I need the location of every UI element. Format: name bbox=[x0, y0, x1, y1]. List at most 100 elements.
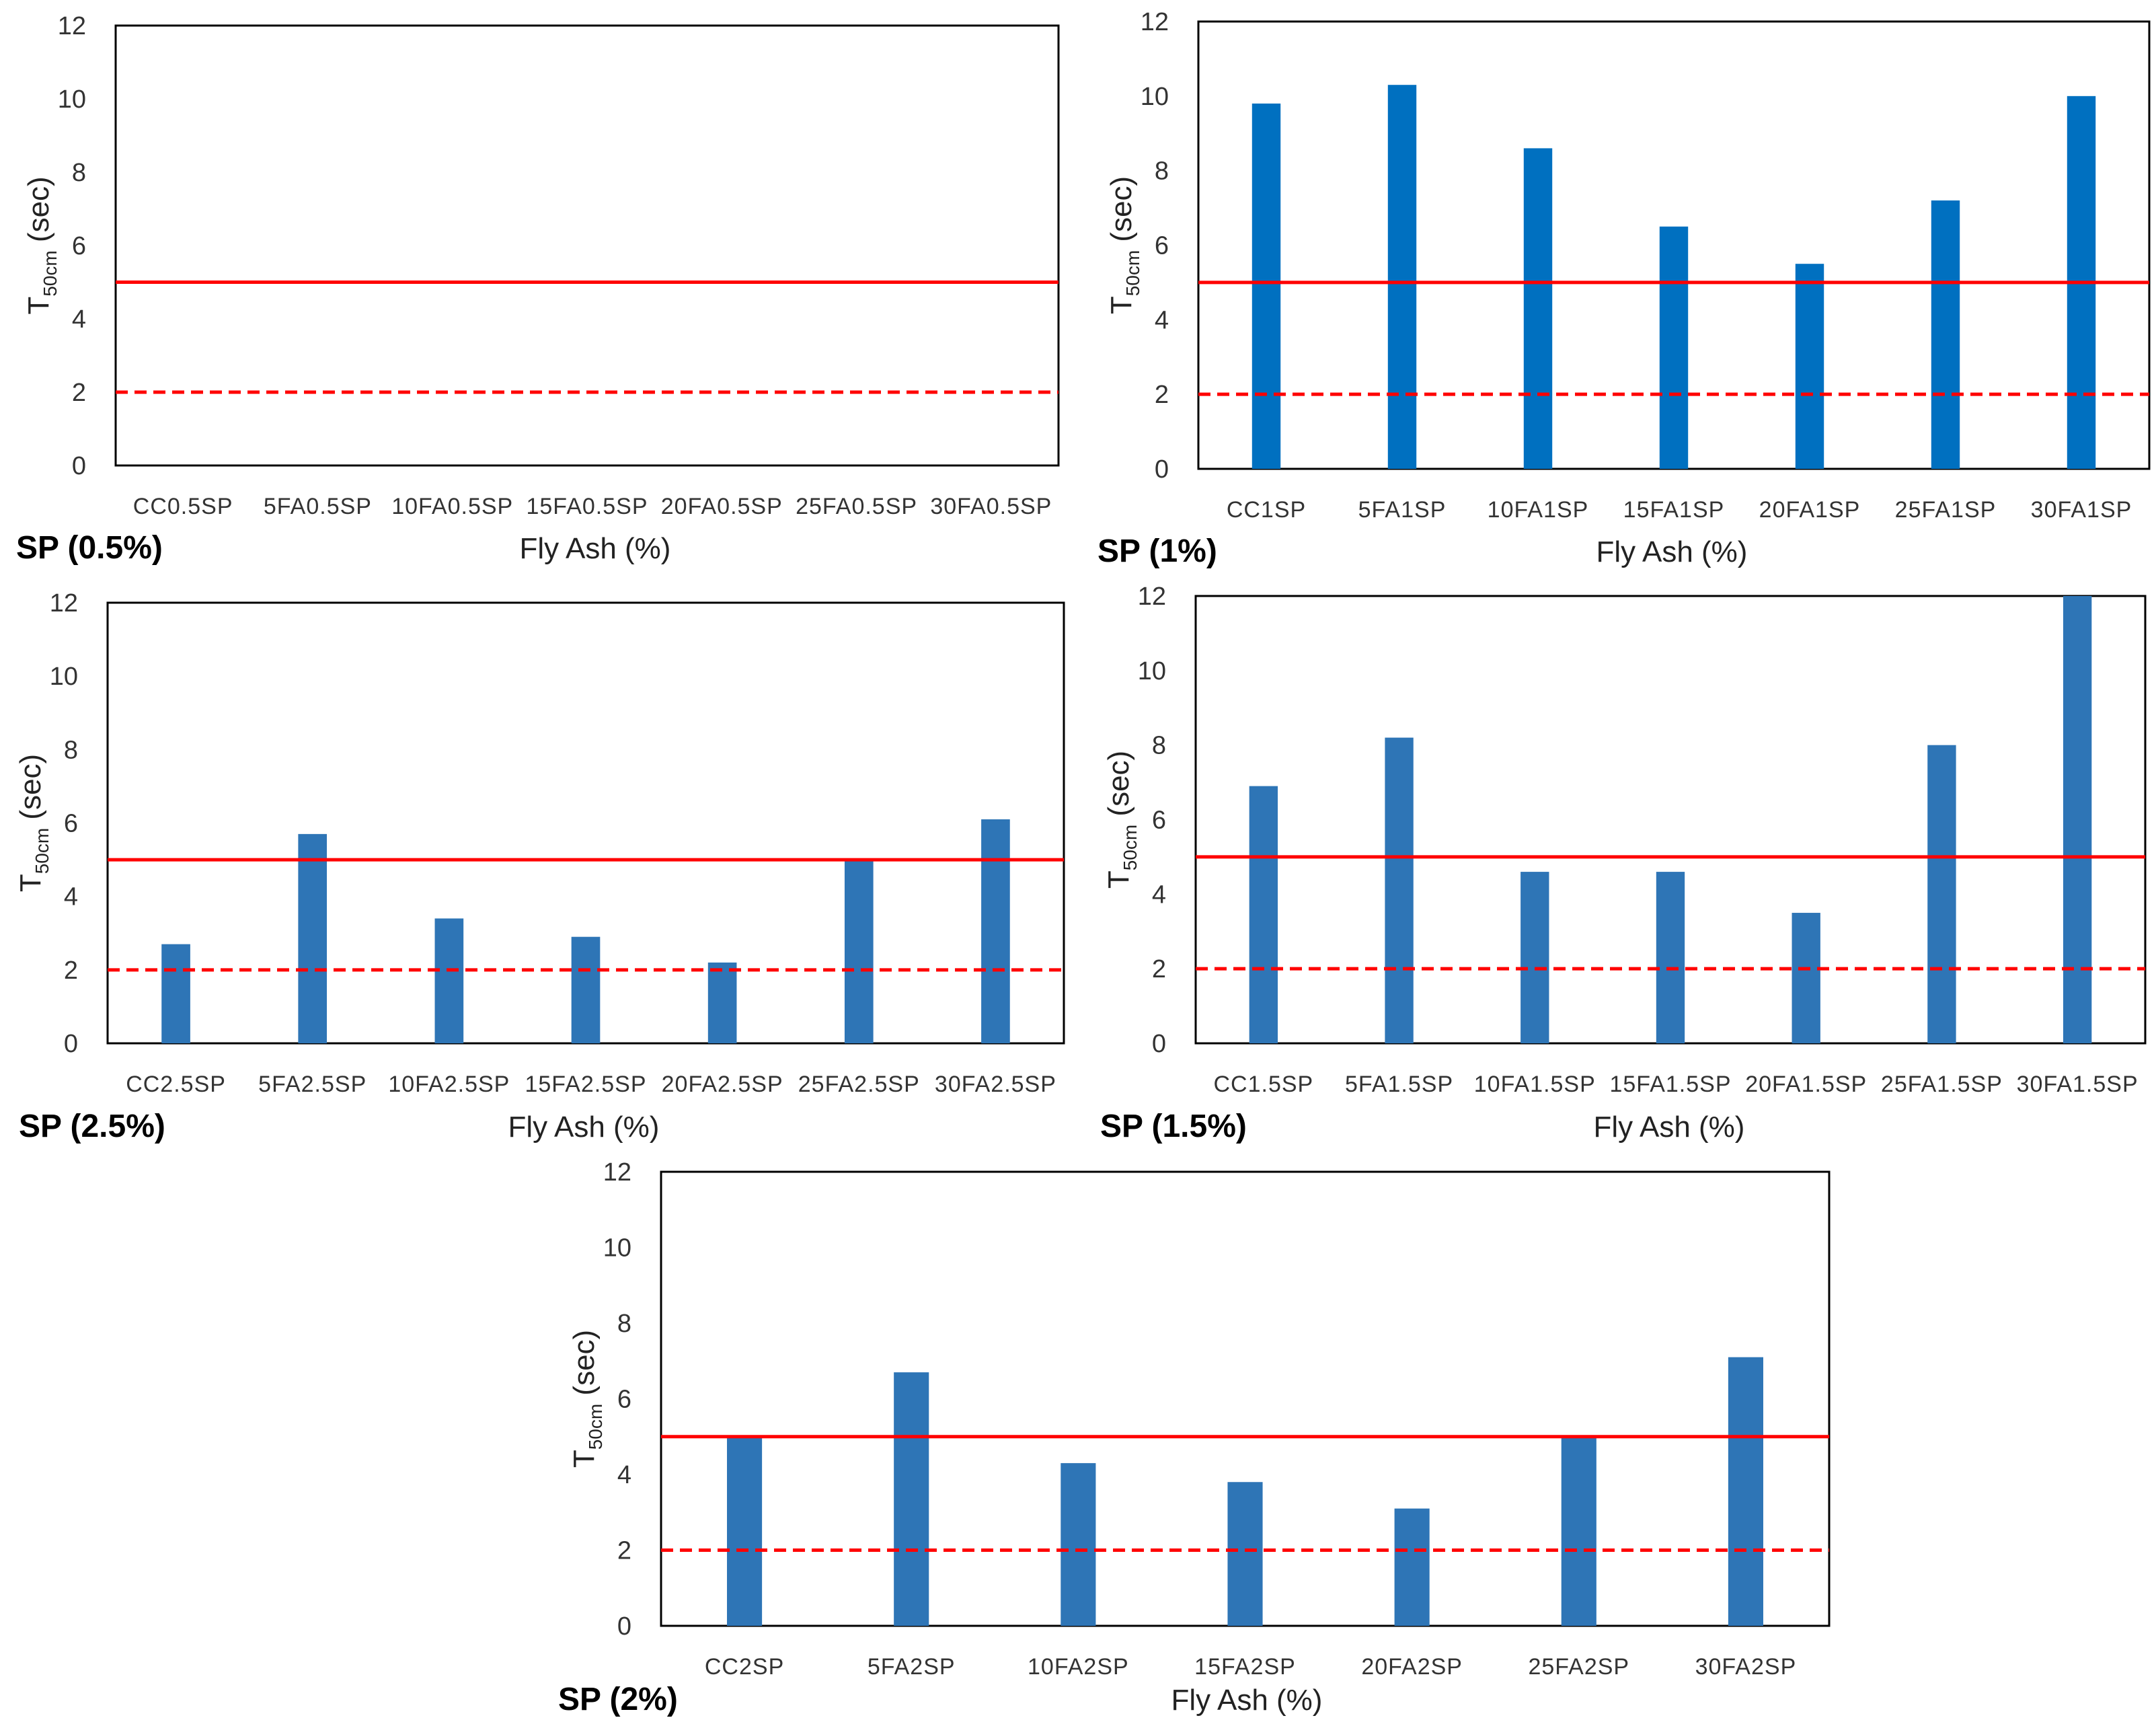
y-tick-label: 4 bbox=[72, 305, 86, 334]
x-tick-label: 15FA2.5SP bbox=[525, 1072, 646, 1097]
y-axis-title: T50cm (sec) bbox=[22, 176, 61, 314]
y-tick-label: 6 bbox=[1155, 232, 1169, 260]
y-tick-label: 6 bbox=[64, 810, 78, 838]
x-tick-label: 5FA1SP bbox=[1358, 497, 1447, 523]
bar-CC2SP bbox=[727, 1436, 763, 1626]
x-axis-title: Fly Ash (%) bbox=[1596, 535, 1748, 568]
y-tick-label: 12 bbox=[58, 12, 86, 40]
y-axis-title-main: T bbox=[1105, 296, 1138, 314]
x-tick-label: 5FA0.5SP bbox=[264, 494, 372, 519]
y-tick-label: 4 bbox=[617, 1461, 631, 1489]
y-tick-label: 4 bbox=[1152, 881, 1166, 909]
y-tick-label: 0 bbox=[617, 1612, 631, 1641]
y-axis-title-main: T bbox=[568, 1450, 601, 1468]
bar-25FA2.5SP bbox=[844, 860, 874, 1043]
y-tick-label: 0 bbox=[1155, 455, 1169, 484]
x-tick-label: CC2SP bbox=[705, 1654, 784, 1680]
x-tick-label: CC0.5SP bbox=[133, 494, 233, 519]
bar-15FA1SP bbox=[1659, 226, 1689, 469]
x-tick-label: 20FA1SP bbox=[1759, 497, 1861, 523]
panel-label: SP (2%) bbox=[558, 1682, 678, 1717]
y-axis-title-unit: (sec) bbox=[22, 176, 55, 250]
bar-10FA1SP bbox=[1523, 148, 1553, 469]
x-tick-label: 25FA2.5SP bbox=[798, 1072, 920, 1097]
bar-5FA1SP bbox=[1387, 85, 1417, 470]
x-tick-label: 15FA0.5SP bbox=[526, 494, 648, 519]
y-tick-label: 4 bbox=[64, 883, 78, 911]
y-tick-label: 2 bbox=[64, 957, 78, 985]
y-tick-label: 8 bbox=[72, 159, 86, 187]
panel-label: SP (0.5%) bbox=[16, 530, 163, 566]
x-axis-title: Fly Ash (%) bbox=[1171, 1684, 1323, 1717]
x-tick-label: 10FA2SP bbox=[1028, 1654, 1129, 1680]
y-axis-title: T50cm (sec) bbox=[14, 754, 52, 892]
bar-CC1.5SP bbox=[1249, 786, 1278, 1043]
y-tick-label: 10 bbox=[50, 663, 78, 691]
y-tick-label: 6 bbox=[72, 232, 86, 260]
y-tick-label: 8 bbox=[1155, 157, 1169, 186]
y-tick-label: 12 bbox=[603, 1158, 631, 1187]
bar-25FA2SP bbox=[1561, 1436, 1596, 1626]
x-tick-label: CC1SP bbox=[1227, 497, 1306, 523]
bar-5FA2.5SP bbox=[298, 833, 328, 1043]
y-tick-label: 12 bbox=[1141, 8, 1169, 36]
y-tick-label: 0 bbox=[72, 452, 86, 480]
y-tick-label: 6 bbox=[617, 1386, 631, 1414]
y-axis-title-sub: 50cm bbox=[1120, 825, 1141, 870]
x-tick-label: 30FA2SP bbox=[1695, 1654, 1797, 1680]
y-tick-label: 10 bbox=[603, 1234, 631, 1263]
y-tick-label: 8 bbox=[64, 736, 78, 764]
bar-20FA2SP bbox=[1394, 1508, 1430, 1626]
bar-15FA2.5SP bbox=[571, 936, 601, 1043]
bar-10FA2SP bbox=[1061, 1463, 1096, 1626]
panel-label: SP (1%) bbox=[1098, 533, 1217, 569]
chart-panel-5: 0 2 4 6 8 10 12 CC2SP 5FA2SP 10FA2SP 15FA2SP 20FA2S… bbox=[558, 1158, 1831, 1717]
y-tick-label: 2 bbox=[72, 379, 86, 407]
bar-CC1SP bbox=[1252, 103, 1281, 469]
chart-panel-3: 0 2 4 6 8 10 12 CC2.5SP 5FA2.5SP 10FA2.5SP 15FA2.5… bbox=[14, 589, 1065, 1144]
bar-10FA2.5SP bbox=[434, 918, 464, 1043]
bar-30FA2SP bbox=[1728, 1357, 1763, 1626]
bar-30FA2.5SP bbox=[981, 819, 1010, 1043]
y-tick-label: 10 bbox=[1138, 657, 1166, 685]
x-tick-label: 10FA0.5SP bbox=[391, 494, 513, 519]
x-tick-label: 30FA2.5SP bbox=[935, 1072, 1056, 1097]
bar-25FA1.5SP bbox=[1927, 745, 1956, 1043]
x-tick-label: 15FA1SP bbox=[1623, 497, 1725, 523]
x-tick-label: 20FA1.5SP bbox=[1745, 1072, 1867, 1097]
bar-20FA2.5SP bbox=[707, 962, 737, 1043]
y-axis-title-unit: (sec) bbox=[568, 1330, 601, 1404]
y-axis-title-main: T bbox=[22, 297, 55, 315]
bar-25FA1SP bbox=[1931, 200, 1960, 469]
bar-5FA1.5SP bbox=[1385, 737, 1414, 1043]
y-tick-label: 0 bbox=[64, 1030, 78, 1058]
x-tick-label: 15FA2SP bbox=[1194, 1654, 1296, 1680]
x-tick-label: 25FA2SP bbox=[1528, 1654, 1629, 1680]
x-tick-label: 5FA2SP bbox=[868, 1654, 956, 1680]
y-axis-title-main: T bbox=[14, 874, 47, 892]
x-axis-title: Fly Ash (%) bbox=[508, 1111, 660, 1144]
y-tick-label: 8 bbox=[1152, 732, 1166, 760]
x-tick-label: 30FA0.5SP bbox=[930, 494, 1052, 519]
bar-15FA1.5SP bbox=[1656, 872, 1685, 1043]
y-tick-label: 12 bbox=[50, 589, 78, 618]
y-tick-label: 6 bbox=[1152, 807, 1166, 835]
x-tick-label: 10FA1.5SP bbox=[1474, 1072, 1596, 1097]
y-tick-label: 12 bbox=[1138, 583, 1166, 611]
y-axis-title: T50cm (sec) bbox=[1102, 751, 1141, 889]
x-tick-label: 30FA1SP bbox=[2031, 497, 2132, 523]
x-tick-label: CC1.5SP bbox=[1213, 1072, 1313, 1097]
x-tick-label: 10FA1SP bbox=[1488, 497, 1589, 523]
x-tick-label: 20FA0.5SP bbox=[661, 494, 783, 519]
y-tick-label: 2 bbox=[1152, 955, 1166, 983]
y-axis-title-unit: (sec) bbox=[14, 754, 47, 828]
y-axis-title: T50cm (sec) bbox=[1105, 176, 1143, 314]
x-tick-label: 30FA1.5SP bbox=[2017, 1072, 2139, 1097]
y-tick-label: 2 bbox=[617, 1537, 631, 1565]
y-axis-title: T50cm (sec) bbox=[568, 1330, 606, 1468]
y-axis-title-sub: 50cm bbox=[32, 828, 52, 874]
bar-20FA1SP bbox=[1795, 264, 1824, 469]
bar-10FA1.5SP bbox=[1520, 872, 1549, 1043]
x-tick-label: 20FA2SP bbox=[1361, 1654, 1463, 1680]
